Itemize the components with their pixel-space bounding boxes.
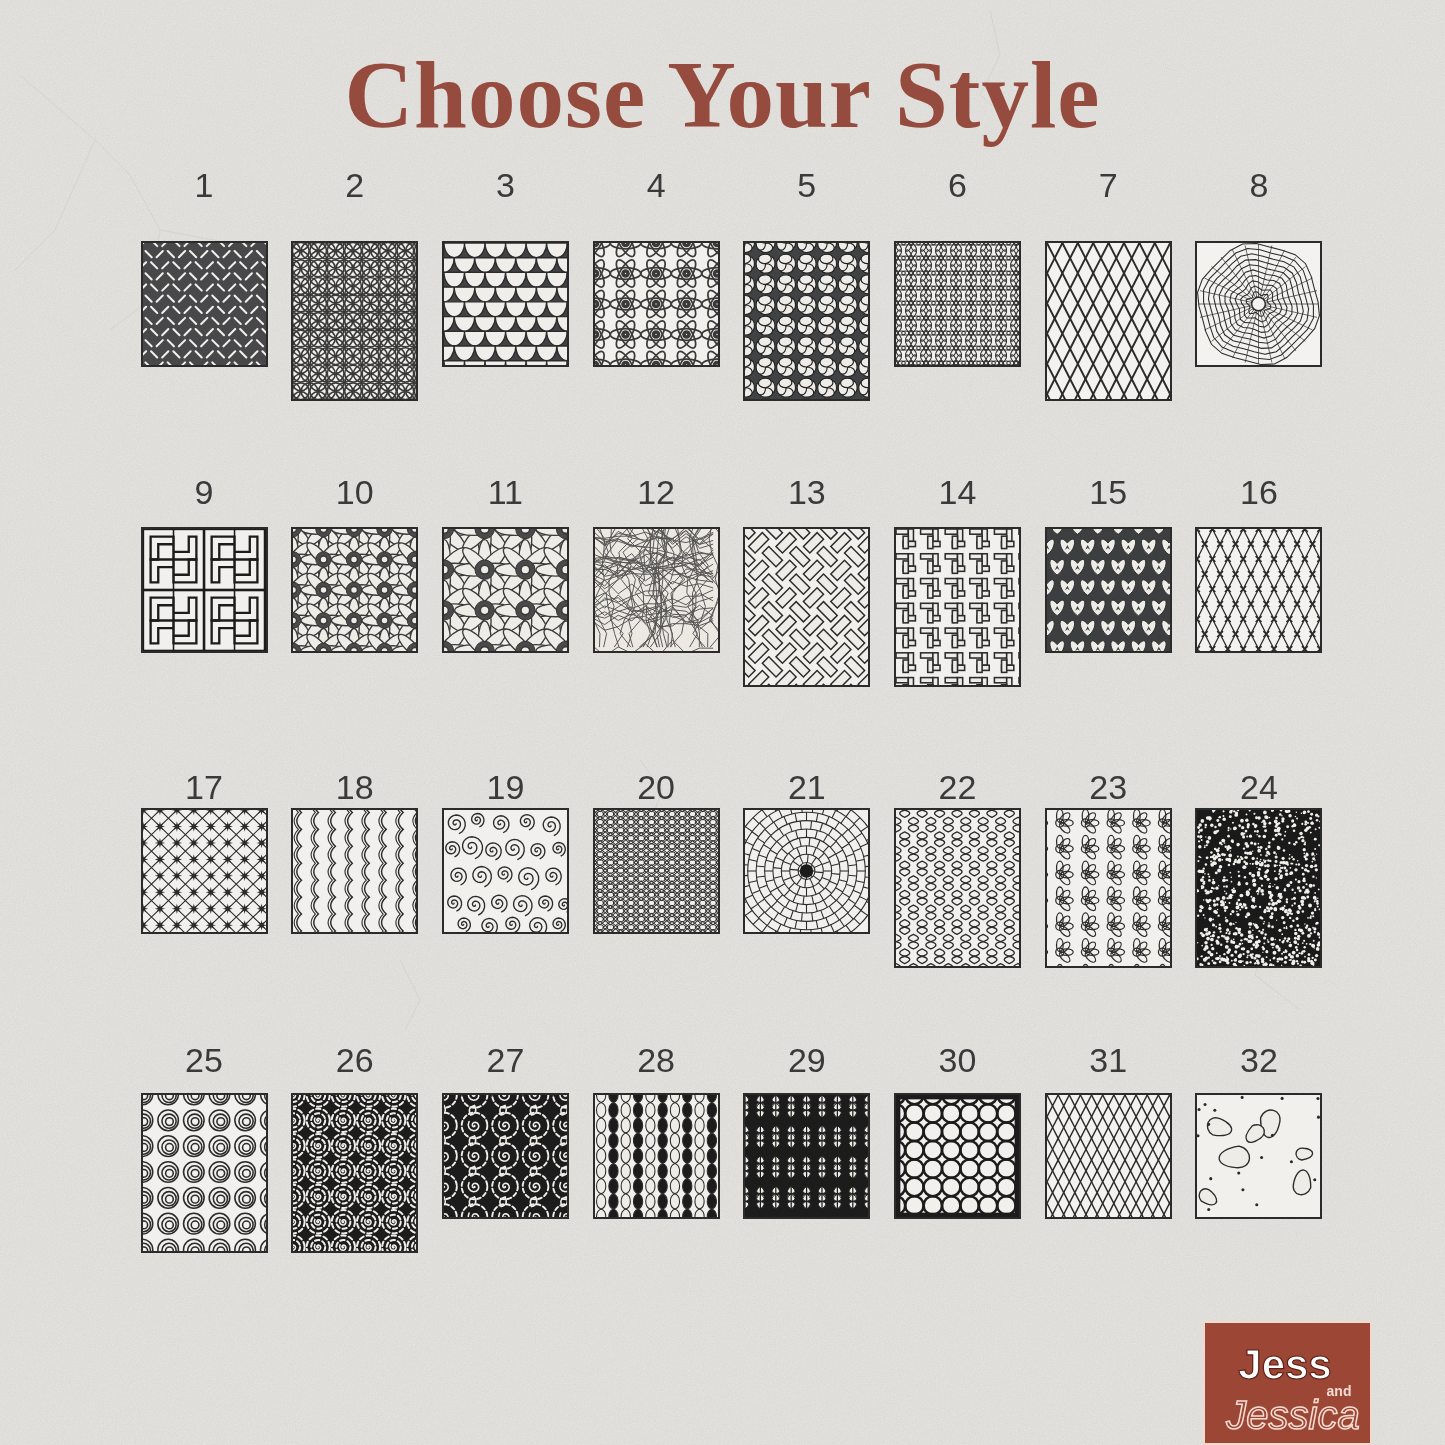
svg-text:Jessica: Jessica xyxy=(1225,1393,1359,1437)
svg-text:Jess: Jess xyxy=(1238,1341,1331,1388)
